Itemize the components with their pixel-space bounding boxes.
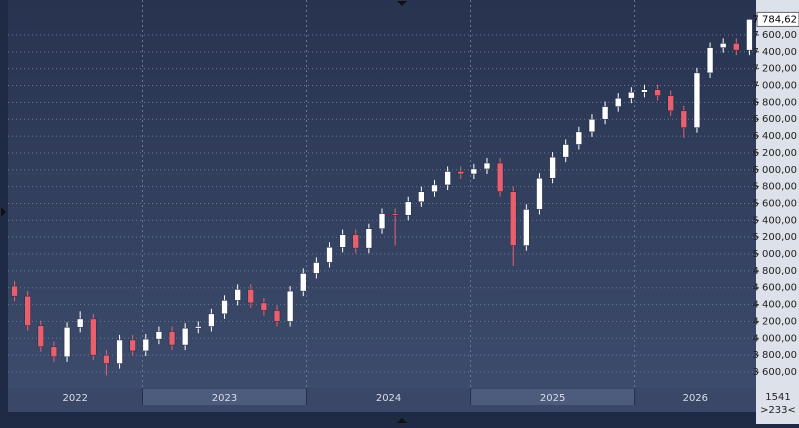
candle-body	[483, 162, 491, 170]
x-tick-label: 2025	[540, 393, 565, 404]
y-tick-label: 4 400,00	[752, 300, 797, 311]
candle-body	[181, 327, 189, 346]
y-tick-label: 7 600,00	[752, 30, 797, 41]
candle-body	[733, 43, 740, 51]
candle-body	[234, 289, 241, 301]
candle-body	[352, 234, 359, 249]
top-handle[interactable]	[397, 1, 407, 6]
candle-body	[103, 354, 110, 364]
candle-body	[641, 89, 648, 93]
year-band	[8, 389, 143, 405]
candle-body	[378, 213, 386, 230]
candle-body	[247, 289, 254, 304]
y-tick-label: 6 400,00	[752, 131, 797, 142]
y-tick-label: 3 600,00	[752, 367, 797, 378]
candle-body	[11, 285, 18, 297]
candle-body	[339, 234, 346, 248]
candle-body	[286, 290, 294, 322]
candle-body	[391, 213, 399, 216]
y-tick-label: 5 200,00	[752, 232, 797, 243]
candle-body	[90, 318, 97, 356]
price-axis	[756, 0, 799, 388]
candle-body	[680, 110, 688, 128]
candle-body	[418, 191, 425, 203]
plot-area	[8, 0, 756, 388]
y-tick-label: 4 800,00	[752, 266, 797, 277]
candle-body	[195, 326, 202, 329]
y-tick-label: 4 000,00	[752, 333, 797, 344]
candle-body	[496, 162, 504, 192]
candle-body	[470, 168, 478, 175]
candle-body	[693, 72, 701, 128]
candle-body	[300, 273, 307, 292]
candle-body	[365, 228, 373, 249]
x-tick-label: 2022	[63, 393, 88, 404]
candle-body	[221, 300, 228, 315]
candle-body	[457, 171, 464, 175]
candle-body	[615, 97, 622, 107]
last-value-label: 7 784,62	[752, 14, 797, 25]
left-handle[interactable]	[1, 207, 6, 217]
candle-body	[654, 89, 661, 96]
y-tick-label: 5 000,00	[752, 249, 797, 260]
year-band	[142, 389, 307, 405]
y-tick-label: 6 000,00	[752, 165, 797, 176]
candle-body	[326, 247, 333, 263]
corner-panel	[756, 388, 799, 424]
candle-body	[405, 201, 412, 216]
y-tick-label: 6 600,00	[752, 114, 797, 125]
y-tick-label: 7 000,00	[752, 81, 797, 92]
candle-body	[76, 318, 84, 328]
candle-body	[510, 191, 517, 246]
candle-body	[208, 313, 215, 327]
candle-body	[562, 144, 569, 158]
y-tick-label: 7 400,00	[752, 47, 797, 58]
y-tick-label: 5 400,00	[752, 215, 797, 226]
candle-body	[588, 118, 596, 133]
candle-body	[155, 331, 163, 340]
year-band	[634, 389, 756, 405]
candle-body	[260, 302, 268, 311]
candle-body	[746, 19, 753, 51]
last-value-box	[756, 11, 799, 27]
candle-body	[667, 95, 674, 112]
y-tick-label: 6 800,00	[752, 97, 797, 108]
y-tick-label: 7 200,00	[752, 64, 797, 75]
corner-label: 1541	[765, 392, 790, 403]
y-tick-label: 6 200,00	[752, 148, 797, 159]
candle-body	[168, 331, 176, 346]
candle-body	[601, 106, 609, 120]
x-tick-label: 2024	[376, 393, 401, 404]
candle-body	[313, 262, 320, 274]
candle-body	[24, 295, 31, 326]
y-tick-label: 3 800,00	[752, 350, 797, 361]
candle-body	[50, 346, 58, 358]
corner-label: >233<	[760, 405, 796, 416]
year-band	[470, 389, 635, 405]
y-tick-label: 4 200,00	[752, 316, 797, 327]
candle-body	[37, 325, 45, 347]
y-tick-label: 5 800,00	[752, 182, 797, 193]
candle-body	[129, 339, 136, 352]
candle-body	[523, 209, 530, 246]
candle-body	[549, 156, 556, 179]
bottom-handle[interactable]	[397, 418, 407, 423]
x-tick-label: 2026	[683, 393, 708, 404]
candle-body	[706, 47, 714, 74]
candle-body	[628, 92, 635, 99]
candle-body	[575, 131, 583, 145]
candle-body	[444, 171, 451, 186]
candle-body	[116, 339, 123, 364]
candle-body	[719, 43, 727, 48]
candle-body	[63, 327, 71, 358]
y-tick-label: 5 600,00	[752, 198, 797, 209]
candle-body	[536, 177, 543, 210]
x-tick-label: 2023	[212, 393, 237, 404]
candle-body	[273, 310, 281, 322]
y-tick-label: 4 600,00	[752, 283, 797, 294]
year-band	[306, 389, 471, 405]
candle-body	[431, 184, 438, 192]
candle-body	[142, 338, 149, 352]
